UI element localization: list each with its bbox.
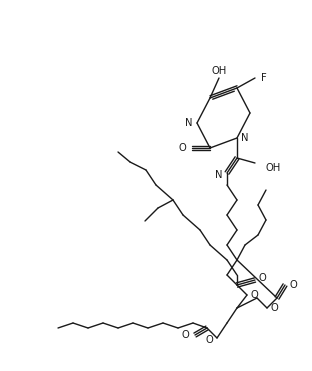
Text: N: N [186, 118, 193, 128]
Text: N: N [216, 170, 223, 180]
Text: O: O [181, 330, 189, 340]
Text: O: O [271, 303, 279, 313]
Text: OH: OH [266, 163, 281, 173]
Text: O: O [178, 143, 186, 153]
Text: OH: OH [211, 66, 227, 76]
Text: O: O [251, 290, 259, 300]
Text: N: N [241, 133, 248, 143]
Text: O: O [205, 335, 213, 345]
Text: O: O [259, 273, 267, 283]
Text: O: O [290, 280, 298, 290]
Text: F: F [261, 73, 267, 83]
